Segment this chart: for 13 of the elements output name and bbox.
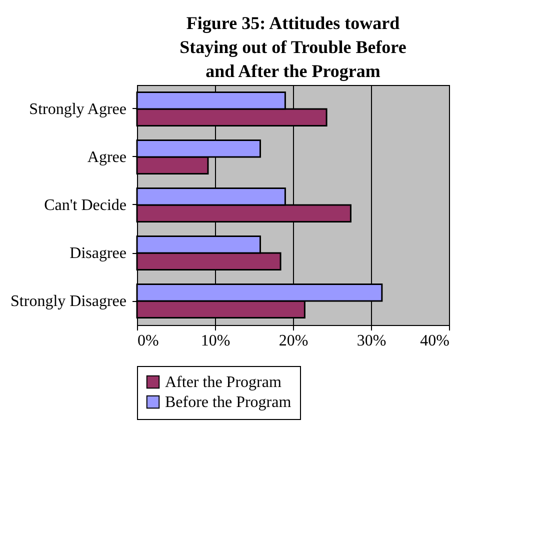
- y-tick-label: Disagree: [70, 245, 126, 262]
- x-tick-label: 40%: [420, 332, 450, 350]
- y-tick-label: Agree: [87, 149, 126, 166]
- legend-label: Before the Program: [165, 394, 292, 411]
- chart-title: Figure 35: Attitudes toward Staying out of Trouble Before and After the Program: [180, 13, 406, 81]
- x-tick-label: 10%: [200, 332, 230, 350]
- x-tick-label: 30%: [356, 332, 386, 350]
- y-tick-label: Can't Decide: [44, 197, 126, 214]
- y-tick-label: Strongly Disagree: [10, 293, 126, 310]
- legend-label: After the Program: [165, 374, 282, 391]
- x-tick-label: 0%: [138, 332, 159, 350]
- y-tick-label: Strongly Agree: [29, 101, 126, 118]
- x-tick-label: 20%: [278, 332, 308, 350]
